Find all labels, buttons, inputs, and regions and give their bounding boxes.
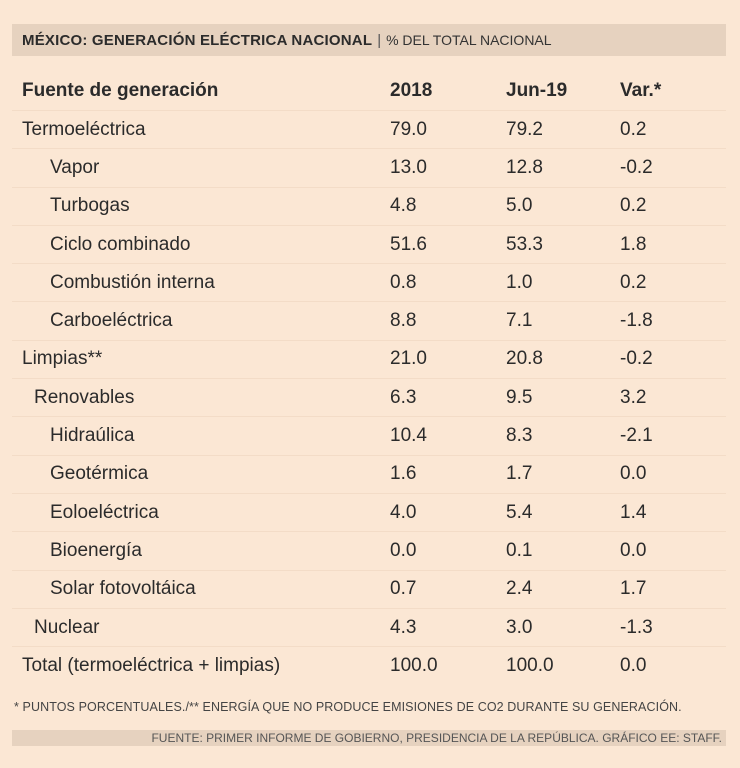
column-header-source: Fuente de generación	[12, 72, 390, 111]
cell-2018: 0.7	[390, 570, 506, 609]
cell-var: -2.1	[620, 416, 726, 456]
cell-2018: 100.0	[390, 654, 438, 676]
table-row: Termoeléctrica 79.0 79.2 0.2	[12, 110, 726, 150]
table-row: Geotérmica 1.6 1.7 0.0	[12, 455, 726, 494]
table-row-total: Total (termoeléctrica + limpias) 100.0 1…	[12, 647, 726, 685]
title-separator: |	[377, 31, 382, 49]
row-label: Geotérmica	[12, 455, 390, 494]
cell-jun19: 5.4	[506, 493, 620, 533]
source-credit: FUENTE: PRIMER INFORME DE GOBIERNO, PRES…	[12, 730, 726, 746]
table-row: Bioenergía 0.0 0.1 0.0	[12, 531, 726, 571]
table-row: Hidraúlica 10.4 8.3 -2.1	[12, 416, 726, 456]
cell-2018: 0.8	[390, 263, 506, 303]
table-row: Turbogas 4.8 5.0 0.2	[12, 187, 726, 226]
cell-var: 3.2	[620, 378, 726, 418]
cell-jun19: 9.5	[506, 378, 620, 418]
table-row: Ciclo combinado 51.6 53.3 1.8	[12, 225, 726, 265]
cell-2018: 21.0	[390, 340, 506, 380]
table-header-row: Fuente de generación 2018 Jun-19 Var.*	[12, 72, 726, 111]
cell-2018: 4.8	[390, 187, 506, 226]
cell-var: -0.2	[620, 340, 726, 380]
cell-2018: 13.0	[390, 148, 506, 188]
column-header-2018: 2018	[390, 72, 506, 111]
cell-2018: 10.4	[390, 416, 506, 456]
row-label: Ciclo combinado	[12, 225, 390, 265]
cell-var: 0.0	[620, 531, 726, 571]
footnote: * PUNTOS PORCENTUALES./** ENERGÍA QUE NO…	[14, 700, 682, 714]
generation-table: Fuente de generación 2018 Jun-19 Var.* T…	[12, 72, 726, 684]
table-row: Nuclear 4.3 3.0 -1.3	[12, 608, 726, 648]
table-row: Limpias** 21.0 20.8 -0.2	[12, 340, 726, 380]
table-row: Carboeléctrica 8.8 7.1 -1.8	[12, 301, 726, 341]
cell-jun19: 3.0	[506, 608, 620, 648]
cell-jun19: 1.7	[506, 455, 620, 494]
cell-2018: 79.0	[390, 110, 506, 150]
cell-jun19: 1.0	[506, 263, 620, 303]
cell-var: 1.7	[620, 570, 726, 609]
table-row: Renovables 6.3 9.5 3.2	[12, 378, 726, 418]
row-label: Renovables	[12, 378, 390, 418]
cell-var: 0.2	[620, 187, 726, 226]
cell-jun19: 12.8	[506, 148, 620, 188]
cell-var: -0.2	[620, 148, 726, 188]
cell-2018: 0.0	[390, 531, 506, 571]
column-header-jun19: Jun-19	[506, 72, 620, 111]
cell-jun19: 7.1	[506, 301, 620, 341]
cell-var: -1.8	[620, 301, 726, 341]
table-row: Eoloeléctrica 4.0 5.4 1.4	[12, 493, 726, 533]
cell-var: 0.2	[620, 263, 726, 303]
cell-jun19: 8.3	[506, 416, 620, 456]
table-row: Vapor 13.0 12.8 -0.2	[12, 148, 726, 188]
cell-jun19: 0.1	[506, 531, 620, 571]
row-label: Eoloeléctrica	[12, 493, 390, 533]
cell-var: 1.4	[620, 493, 726, 533]
cell-jun19: 53.3	[506, 225, 620, 265]
row-label: Turbogas	[12, 187, 390, 226]
table-title: MÉXICO: GENERACIÓN ELÉCTRICA NACIONAL	[22, 31, 373, 49]
cell-2018: 51.6	[390, 225, 506, 265]
row-label: Vapor	[12, 148, 390, 188]
column-header-var: Var.*	[620, 72, 726, 111]
cell-2018: 8.8	[390, 301, 506, 341]
table-title-bar: MÉXICO: GENERACIÓN ELÉCTRICA NACIONAL | …	[12, 24, 726, 56]
table-row: Combustión interna 0.8 1.0 0.2	[12, 263, 726, 303]
row-label: Termoeléctrica	[12, 110, 390, 150]
cell-var: 0.0	[620, 455, 726, 494]
row-label: Combustión interna	[12, 263, 390, 303]
row-label: Bioenergía	[12, 531, 390, 571]
cell-2018: 6.3	[390, 378, 506, 418]
cell-jun19: 79.2	[506, 110, 620, 150]
table-row: Solar fotovoltáica 0.7 2.4 1.7	[12, 570, 726, 609]
row-label: Hidraúlica	[12, 416, 390, 456]
cell-2018: 4.0	[390, 493, 506, 533]
cell-var: -1.3	[620, 608, 726, 648]
cell-jun19: 2.4	[506, 570, 620, 609]
cell-jun19: 20.8	[506, 340, 620, 380]
table-subtitle: % DEL TOTAL NACIONAL	[386, 32, 552, 48]
cell-jun19: 100.0	[506, 654, 554, 676]
cell-var: 0.0	[620, 654, 647, 676]
cell-var: 1.8	[620, 225, 726, 265]
row-label: Carboeléctrica	[12, 301, 390, 341]
cell-2018: 4.3	[390, 608, 506, 648]
row-label: Total (termoeléctrica + limpias)	[22, 654, 281, 676]
cell-jun19: 5.0	[506, 187, 620, 226]
cell-var: 0.2	[620, 110, 726, 150]
row-label: Nuclear	[12, 608, 390, 648]
row-label: Limpias**	[12, 340, 390, 380]
row-label: Solar fotovoltáica	[12, 570, 390, 609]
cell-2018: 1.6	[390, 455, 506, 494]
